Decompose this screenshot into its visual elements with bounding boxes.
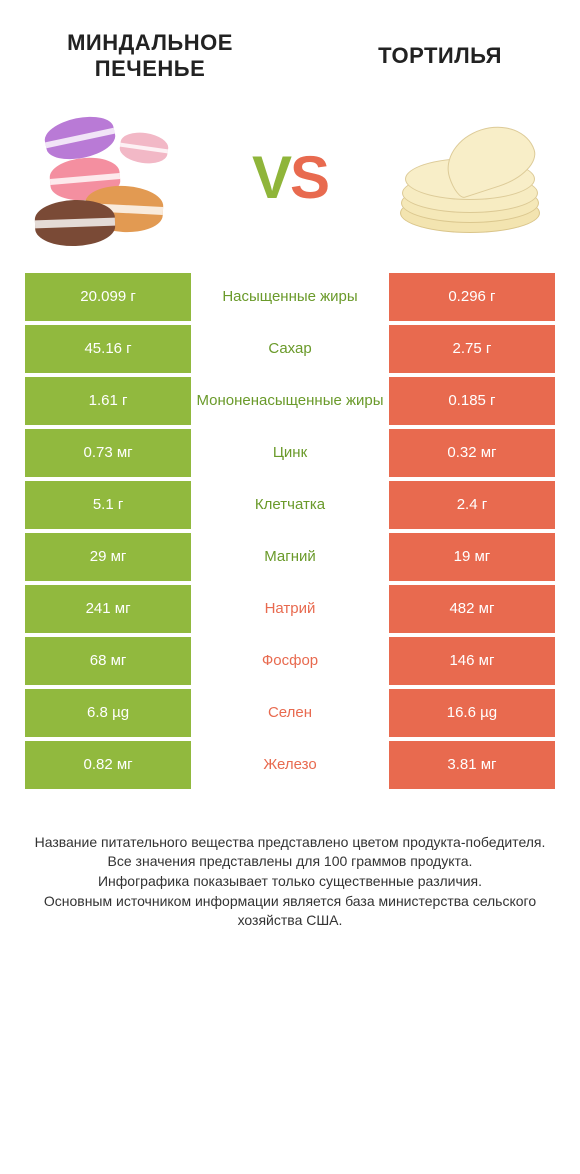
right-value: 0.32 мг (389, 429, 555, 477)
right-value: 3.81 мг (389, 741, 555, 789)
nutrient-label: Цинк (191, 429, 389, 477)
left-value: 0.82 мг (25, 741, 191, 789)
nutrient-label: Клетчатка (191, 481, 389, 529)
nutrient-label: Натрий (191, 585, 389, 633)
table-row: 45.16 гСахар2.75 г (25, 325, 555, 373)
nutrient-label: Магний (191, 533, 389, 581)
right-value: 0.296 г (389, 273, 555, 321)
footer-line: Название питательного вещества представл… (30, 833, 550, 853)
left-product-title: МИНДАЛЬНОЕ ПЕЧЕНЬЕ (40, 30, 260, 83)
nutrient-label: Железо (191, 741, 389, 789)
table-row: 68 мгФосфор146 мг (25, 637, 555, 685)
right-value: 2.75 г (389, 325, 555, 373)
header: МИНДАЛЬНОЕ ПЕЧЕНЬЕ ТОРТИЛЬЯ (0, 0, 580, 93)
table-row: 0.73 мгЦинк0.32 мг (25, 429, 555, 477)
macaron-shape (34, 198, 116, 247)
left-value: 68 мг (25, 637, 191, 685)
left-value: 0.73 мг (25, 429, 191, 477)
right-value: 19 мг (389, 533, 555, 581)
footer-line: Основным источником информации является … (30, 892, 550, 931)
right-product-title: ТОРТИЛЬЯ (340, 43, 540, 69)
table-row: 0.82 мгЖелезо3.81 мг (25, 741, 555, 789)
tortilla-illustration (390, 108, 550, 248)
right-value: 2.4 г (389, 481, 555, 529)
nutrient-label: Сахар (191, 325, 389, 373)
comparison-table: 20.099 гНасыщенные жиры0.296 г45.16 гСах… (25, 273, 555, 789)
table-row: 29 мгМагний19 мг (25, 533, 555, 581)
left-value: 20.099 г (25, 273, 191, 321)
nutrient-label: Мононенасыщенные жиры (191, 377, 389, 425)
table-row: 1.61 гМононенасыщенные жиры0.185 г (25, 377, 555, 425)
table-row: 5.1 гКлетчатка2.4 г (25, 481, 555, 529)
left-value: 45.16 г (25, 325, 191, 373)
footer-line: Все значения представлены для 100 граммо… (30, 852, 550, 872)
left-value: 6.8 µg (25, 689, 191, 737)
images-row: VS (0, 93, 580, 273)
left-value: 1.61 г (25, 377, 191, 425)
nutrient-label: Насыщенные жиры (191, 273, 389, 321)
left-value: 241 мг (25, 585, 191, 633)
right-value: 146 мг (389, 637, 555, 685)
macaron-shape (42, 111, 119, 165)
left-value: 29 мг (25, 533, 191, 581)
nutrient-label: Фосфор (191, 637, 389, 685)
right-value: 482 мг (389, 585, 555, 633)
right-value: 0.185 г (389, 377, 555, 425)
vs-label: VS (252, 143, 328, 212)
footer-text: Название питательного вещества представл… (0, 793, 580, 931)
nutrient-label: Селен (191, 689, 389, 737)
table-row: 241 мгНатрий482 мг (25, 585, 555, 633)
left-value: 5.1 г (25, 481, 191, 529)
right-value: 16.6 µg (389, 689, 555, 737)
footer-line: Инфографика показывает только существенн… (30, 872, 550, 892)
macaron-shape (118, 130, 170, 166)
table-row: 6.8 µgСелен16.6 µg (25, 689, 555, 737)
macarons-illustration (30, 108, 190, 248)
table-row: 20.099 гНасыщенные жиры0.296 г (25, 273, 555, 321)
